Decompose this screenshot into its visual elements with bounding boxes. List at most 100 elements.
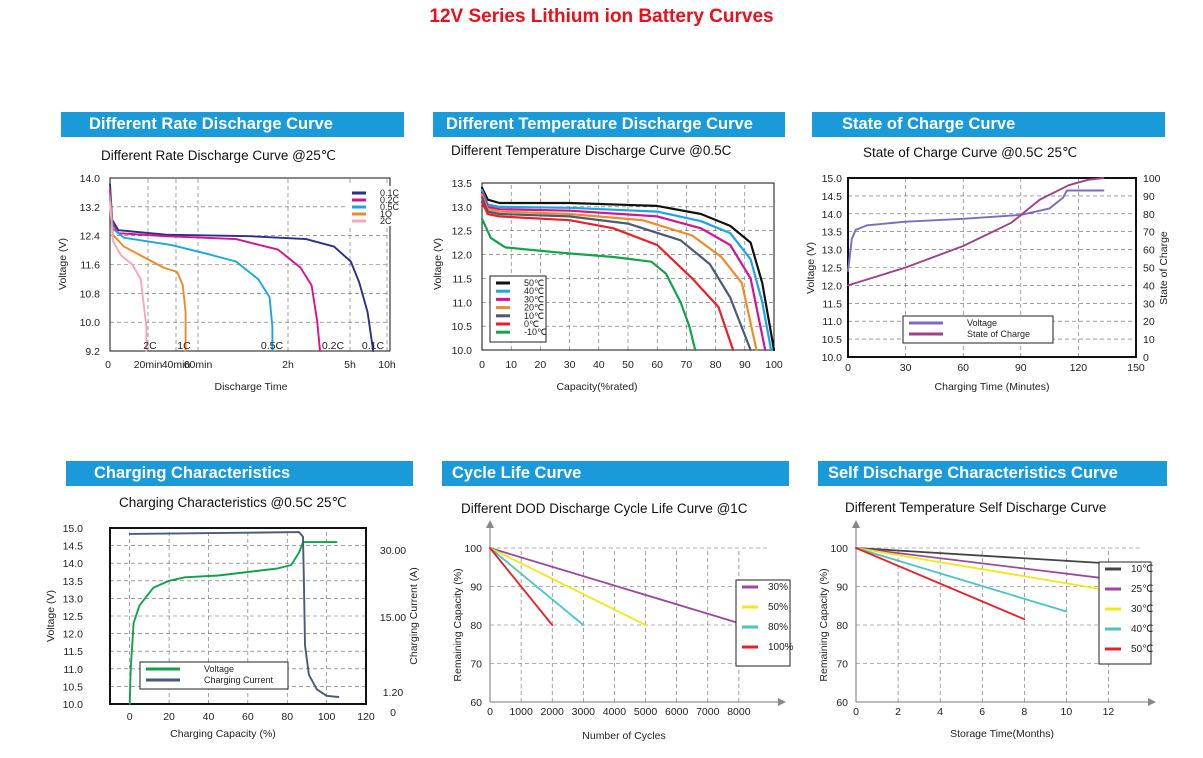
legend-label: Charging Current [204,675,274,685]
x-tick-label: 0 [845,362,851,374]
x-tick-label: 60 [957,362,969,374]
x-tick-label: 10 [1061,706,1073,718]
y2-axis-label: State of Charge [1158,231,1170,305]
legend-label: 0.2C [380,195,400,205]
y-tick-label: 70 [470,659,482,671]
legend-label: 20℃ [524,303,544,313]
x-axis-arrow [778,698,786,706]
chart-temp [480,182,776,352]
x-tick-label: 80 [710,359,722,371]
series-line-rate-1 [109,188,321,352]
legend-label: 100% [768,642,794,653]
y-tick-label: 14.5 [822,191,843,203]
legend-box [139,661,289,690]
x-tick-label: 7000 [696,706,720,718]
chart-subtitle-cycle: Different DOD Discharge Cycle Life Curve… [461,501,748,516]
y-tick-label: 14.0 [80,173,101,185]
x-tick-label: 50 [622,359,634,371]
chart-cycle [486,520,791,706]
x-tick-label: 0 [127,711,133,723]
header-self-discharge: Self Discharge Characteristics Curve [818,461,1167,486]
x-tick-label: 2h [282,359,294,371]
series-line-cycle-0 [489,547,740,624]
legend-label: 1O [380,209,392,219]
y-tick-label: 13.5 [452,178,473,190]
y-tick-label: 10.0 [452,345,473,357]
legend-label: 80% [768,622,788,633]
y2-tick-label: 80 [1143,209,1155,221]
legend-label: 50℃ [524,278,544,288]
legend-label: 25℃ [1131,584,1153,595]
y-tick-label: 100 [464,543,482,555]
series-line-temp-5 [480,201,735,352]
chart-soc [847,177,1137,358]
x-tick-label: 100 [318,711,336,723]
x-tick-label: 120 [1070,362,1088,374]
y2-tick-label: 100 [1143,173,1161,185]
y-tick-label: 13.0 [822,245,843,257]
y-tick-label: 10.0 [63,699,84,711]
y-tick-label: 13.0 [452,202,473,214]
x-tick-label: 30 [900,362,912,374]
series-line-self-1 [855,547,1110,580]
y2-tick-label: 70 [1143,227,1155,239]
chart-subtitle-rate: Different Rate Discharge Curve @25℃ [101,148,336,163]
legend-label: 0.1C [380,188,400,198]
x-axis-label: Capacity(%rated) [556,381,637,393]
x-tick-label: 5h [344,359,356,371]
x-tick-label: 10 [505,359,517,371]
legend-label: 30% [768,582,788,593]
curve-annotation: 0.5C [261,340,284,352]
y2-tick-label: 0 [1143,352,1149,364]
x-tick-label: 40min [162,359,191,371]
series-line-self-3 [855,547,1068,613]
x-tick-label: 80 [281,711,293,723]
y-tick-label: 90 [836,582,848,594]
series-line-temp-4 [480,196,752,352]
y-tick-label: 15.0 [63,523,84,535]
series-line-self-4 [855,547,1026,621]
y-tick-label: 11.0 [63,664,83,676]
x-tick-label: 10h [378,359,396,371]
x-tick-label: 2000 [541,706,565,718]
x-tick-label: 1000 [509,706,533,718]
curve-annotation: 1C [177,340,191,352]
legend-label: Voltage [967,318,997,328]
x-tick-label: 20min [134,359,163,371]
y-tick-label: 10.0 [822,352,843,364]
series-line-cycle-2 [489,547,585,626]
x-axis-label: Storage Time(Months) [950,728,1054,740]
x-tick-label: 20 [535,359,547,371]
legend-cycle [735,579,791,667]
series-line-soc-0 [847,189,1105,273]
y-tick-label: 12.5 [63,611,84,623]
x-tick-label: 60 [651,359,663,371]
curve-annotation: 2C [143,340,157,352]
legend-box [735,579,791,667]
y2-axis-label: Charging Current (A) [408,567,420,664]
chart-subtitle-soc: State of Charge Curve @0.5C 25℃ [863,145,1077,160]
legend-label: 30℃ [524,294,544,304]
y-axis-arrow [486,520,494,528]
y2-tick-label: 10 [1143,334,1155,346]
y-tick-label: 80 [470,620,482,632]
y-tick-label: 60 [470,697,482,709]
y-tick-label: 9.2 [85,346,100,358]
y-tick-label: 100 [830,543,848,555]
x-tick-label: 100 [765,359,783,371]
x-tick-label: 6 [979,706,985,718]
y-axis-label: Voltage (V) [57,238,69,290]
y-tick-label: 80 [836,620,848,632]
legend-label: 0℃ [524,319,539,329]
x-tick-label: 6000 [665,706,689,718]
chart-subtitle-temp: Different Temperature Discharge Curve @0… [451,143,732,158]
series-line-temp-1 [480,189,773,352]
series-line-temp-2 [480,191,767,352]
legend-temp [489,275,547,343]
x-tick-label: 5000 [634,706,658,718]
y-tick-label: 90 [470,582,482,594]
x-tick-label: 20 [163,711,175,723]
y-tick-label: 12.0 [822,280,843,292]
x-tick-label: 0 [853,706,859,718]
